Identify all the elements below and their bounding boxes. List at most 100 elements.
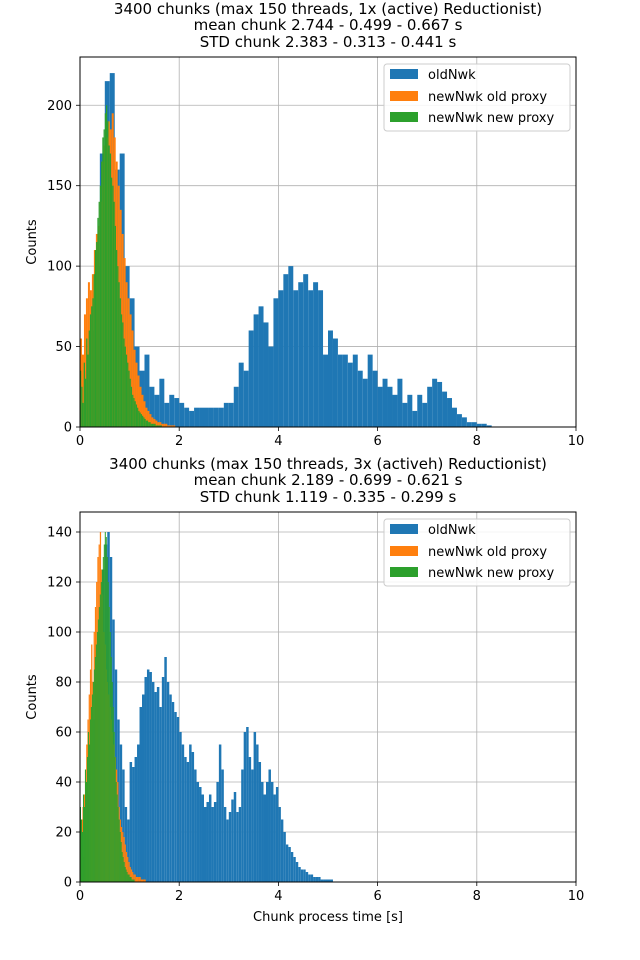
chart-bottom-bar [111,682,113,882]
chart-top-legend-label-newNwk-new-proxy: newNwk new proxy [428,111,554,126]
chart-bottom-bar [328,879,331,882]
chart-bottom-bar [181,744,185,882]
chart-bottom-xtick-label: 6 [373,889,381,904]
chart-bottom-bar [283,832,286,882]
chart-bottom-bar [243,732,247,882]
chart-top-bar [80,370,82,427]
chart-top-bar [137,375,140,427]
chart-bottom-bar [176,717,180,882]
chart-top-bar [140,414,142,427]
chart-top-bar [167,425,170,427]
chart-bottom-bar [303,869,306,882]
chart-bottom-legend-swatch-newNwk-new-proxy [390,567,418,577]
chart-top-bar [93,274,95,427]
chart-top-bar [213,407,219,427]
chart-top-bar [104,113,107,427]
chart-bottom-bar [228,812,232,882]
chart-bottom-bar [96,632,98,882]
chart-top-bar [150,423,152,427]
chart-top-bar [127,362,129,427]
chart-top-bar [107,121,109,427]
chart-bottom-bar [132,872,134,882]
chart-bottom-legend: oldNwk newNwk old proxy newNwk new proxy [383,518,571,587]
chart-bottom-bar [120,842,122,882]
chart-bottom-bar [308,874,311,882]
chart-bottom-bar [125,852,128,882]
chart-bottom-bar [82,794,84,882]
chart-bottom-bar [323,879,326,882]
chart-top-bar [101,161,103,427]
chart-bottom-bar [246,727,249,882]
chart-bottom-series-2 [80,532,135,882]
chart-bottom-bar [81,832,83,882]
chart-top-xtick-label: 6 [373,434,381,449]
chart-bottom-bar [156,687,160,882]
chart-bottom-bar [126,872,128,882]
chart-bottom-bar [273,794,276,882]
chart-top-legend-box [383,63,571,132]
chart-bottom-bar [97,619,99,882]
chart-top-bar [288,266,294,427]
chart-bottom-bar [305,872,309,882]
chart-bottom-bar [84,769,86,882]
chart-bottom-bar [166,682,170,882]
chart-top-bar [165,423,168,427]
chart-top-bar [112,185,114,427]
chart-bottom-bar [258,762,262,882]
chart-bottom-bar [159,707,162,882]
chart-bottom-bar [174,712,177,882]
chart-bottom-bar [123,862,125,882]
chart-bottom-bar [313,877,316,882]
chart-top-legend-swatch-newNwk-new-proxy [390,112,418,122]
chart-top-bar [88,330,90,427]
chart-top-bar [278,290,284,427]
chart-top-bar [352,354,358,427]
chart-bottom-bar [248,757,252,882]
chart-top-bar [402,402,408,427]
chart-top-bar [83,314,86,427]
chart-bottom-bar [106,557,108,882]
chart-bottom-bar [208,794,212,882]
chart-bottom-bar [290,852,294,882]
chart-bottom-bar [285,844,289,882]
chart-top-bar [154,394,160,427]
chart-top-bar [253,314,259,427]
chart-top-bar [303,274,309,427]
chart-top-xtick-label: 0 [76,434,84,449]
chart-top-bar [98,201,100,427]
chart-top-bar [417,394,423,427]
chart-top-bar [146,420,149,427]
chart-top-bar [323,354,328,427]
chart-top-bar [362,378,368,427]
chart-top-series-2 [80,105,162,428]
chart-bottom-bar [154,692,157,882]
chart-bottom-bar [124,844,126,882]
chart-top-bar [189,410,195,427]
chart-bottom-bar [137,877,139,882]
chart-bottom-bar [98,607,100,882]
chart-bottom-bar [122,769,125,882]
chart-top-title-line-2: mean chunk 2.744 - 0.499 - 0.667 s [194,16,463,34]
chart-bottom-bar [146,669,150,882]
chart-bottom-legend-box [383,518,571,587]
chart-bottom-bar [127,819,130,882]
chart-bottom-bar [114,757,116,882]
chart-bottom-bar [134,874,136,882]
chart-top-bar [452,407,457,427]
chart-top-bar [119,298,121,427]
chart-bottom-ytick-label: 140 [47,526,72,541]
chart-bottom-bar [88,744,90,882]
chart-bottom-bar [298,867,301,882]
chart-bottom-bar [164,657,167,882]
chart-bottom-bar [127,874,129,882]
chart-top-bar [158,425,160,427]
chart-top-bar [243,370,249,427]
chart-top-bar [397,378,403,427]
chart-top-axes-frame [79,56,577,428]
chart-top-bar [134,401,136,427]
chart-bottom-bar [315,877,319,882]
chart-top-bar [108,145,110,427]
chart-top-bar [208,407,214,427]
chart-top-bar [332,338,338,427]
